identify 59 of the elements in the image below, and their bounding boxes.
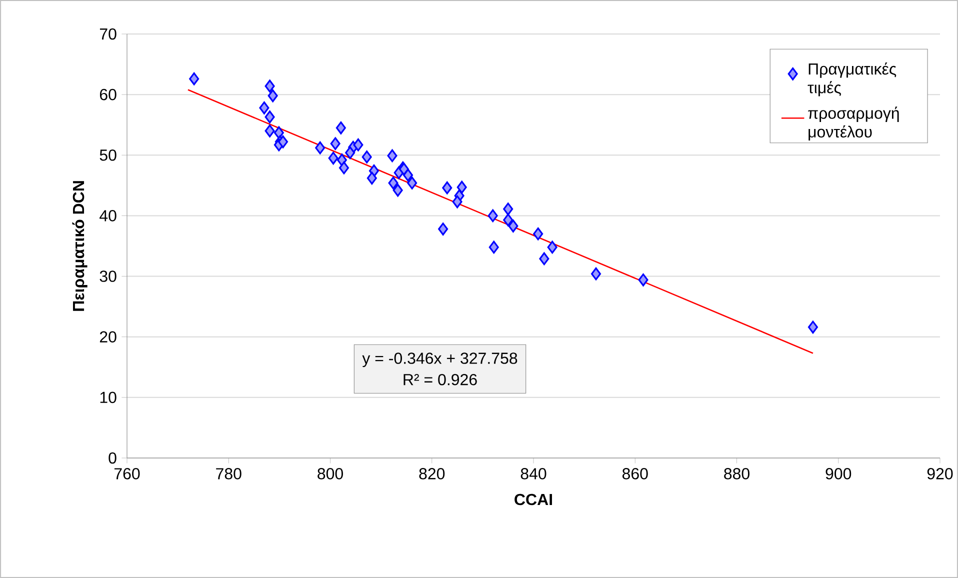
point [353, 138, 364, 152]
legend-label: Πραγματικές τιμές [808, 62, 896, 96]
x-tick-label: 780 [216, 468, 242, 480]
point [488, 240, 499, 254]
point [387, 149, 398, 162]
point [366, 172, 377, 185]
point [338, 161, 349, 174]
annotation: y = -0.346x + 327.758 [362, 352, 518, 368]
point [336, 121, 346, 134]
point [808, 320, 818, 334]
point [264, 124, 275, 138]
point [438, 222, 448, 236]
annotation: R² = 0.926 [404, 374, 477, 386]
point [315, 141, 326, 154]
point [330, 137, 340, 150]
y-tick-label: 30 [100, 270, 116, 282]
point [503, 214, 514, 226]
point [392, 184, 403, 197]
point [274, 126, 284, 140]
point [328, 152, 338, 165]
x-tick-label: 920 [927, 468, 953, 480]
point [503, 202, 514, 216]
y-tick-label: 60 [100, 88, 116, 100]
point [264, 110, 275, 124]
y-axis-title: Πειραματικό DCN [72, 181, 88, 311]
point [268, 89, 278, 102]
y-tick-label: 0 [108, 452, 116, 464]
point [278, 135, 288, 148]
point [591, 267, 601, 280]
point [539, 252, 550, 266]
y-tick-label: 70 [100, 28, 116, 40]
x-tick-label: 800 [318, 468, 343, 480]
x-axis-title: CCAI [514, 494, 552, 506]
point [456, 180, 467, 194]
x-tick-label: 860 [622, 468, 648, 480]
point [533, 227, 544, 240]
point [508, 220, 518, 232]
x-tick-label: 880 [724, 468, 750, 480]
point [442, 181, 452, 194]
y-tick-label: 20 [100, 331, 116, 342]
point [345, 146, 356, 160]
point [388, 176, 398, 190]
point [488, 209, 498, 222]
x-tick-label: 900 [826, 468, 852, 480]
point [638, 274, 648, 286]
point [407, 176, 418, 190]
y-tick-label: 50 [100, 149, 116, 161]
legend-label: προσαρμογή μοντέλου [808, 106, 899, 140]
y-tick-label: 40 [100, 210, 116, 222]
point [264, 80, 275, 92]
x-tick-label: 820 [419, 468, 445, 480]
x-tick-label: 760 [114, 468, 140, 480]
point [547, 240, 558, 254]
y-tick-label: 10 [100, 392, 116, 404]
point [259, 101, 270, 114]
point [362, 150, 372, 164]
point [189, 72, 200, 86]
point [452, 195, 462, 208]
x-tick-label: 840 [520, 468, 546, 480]
